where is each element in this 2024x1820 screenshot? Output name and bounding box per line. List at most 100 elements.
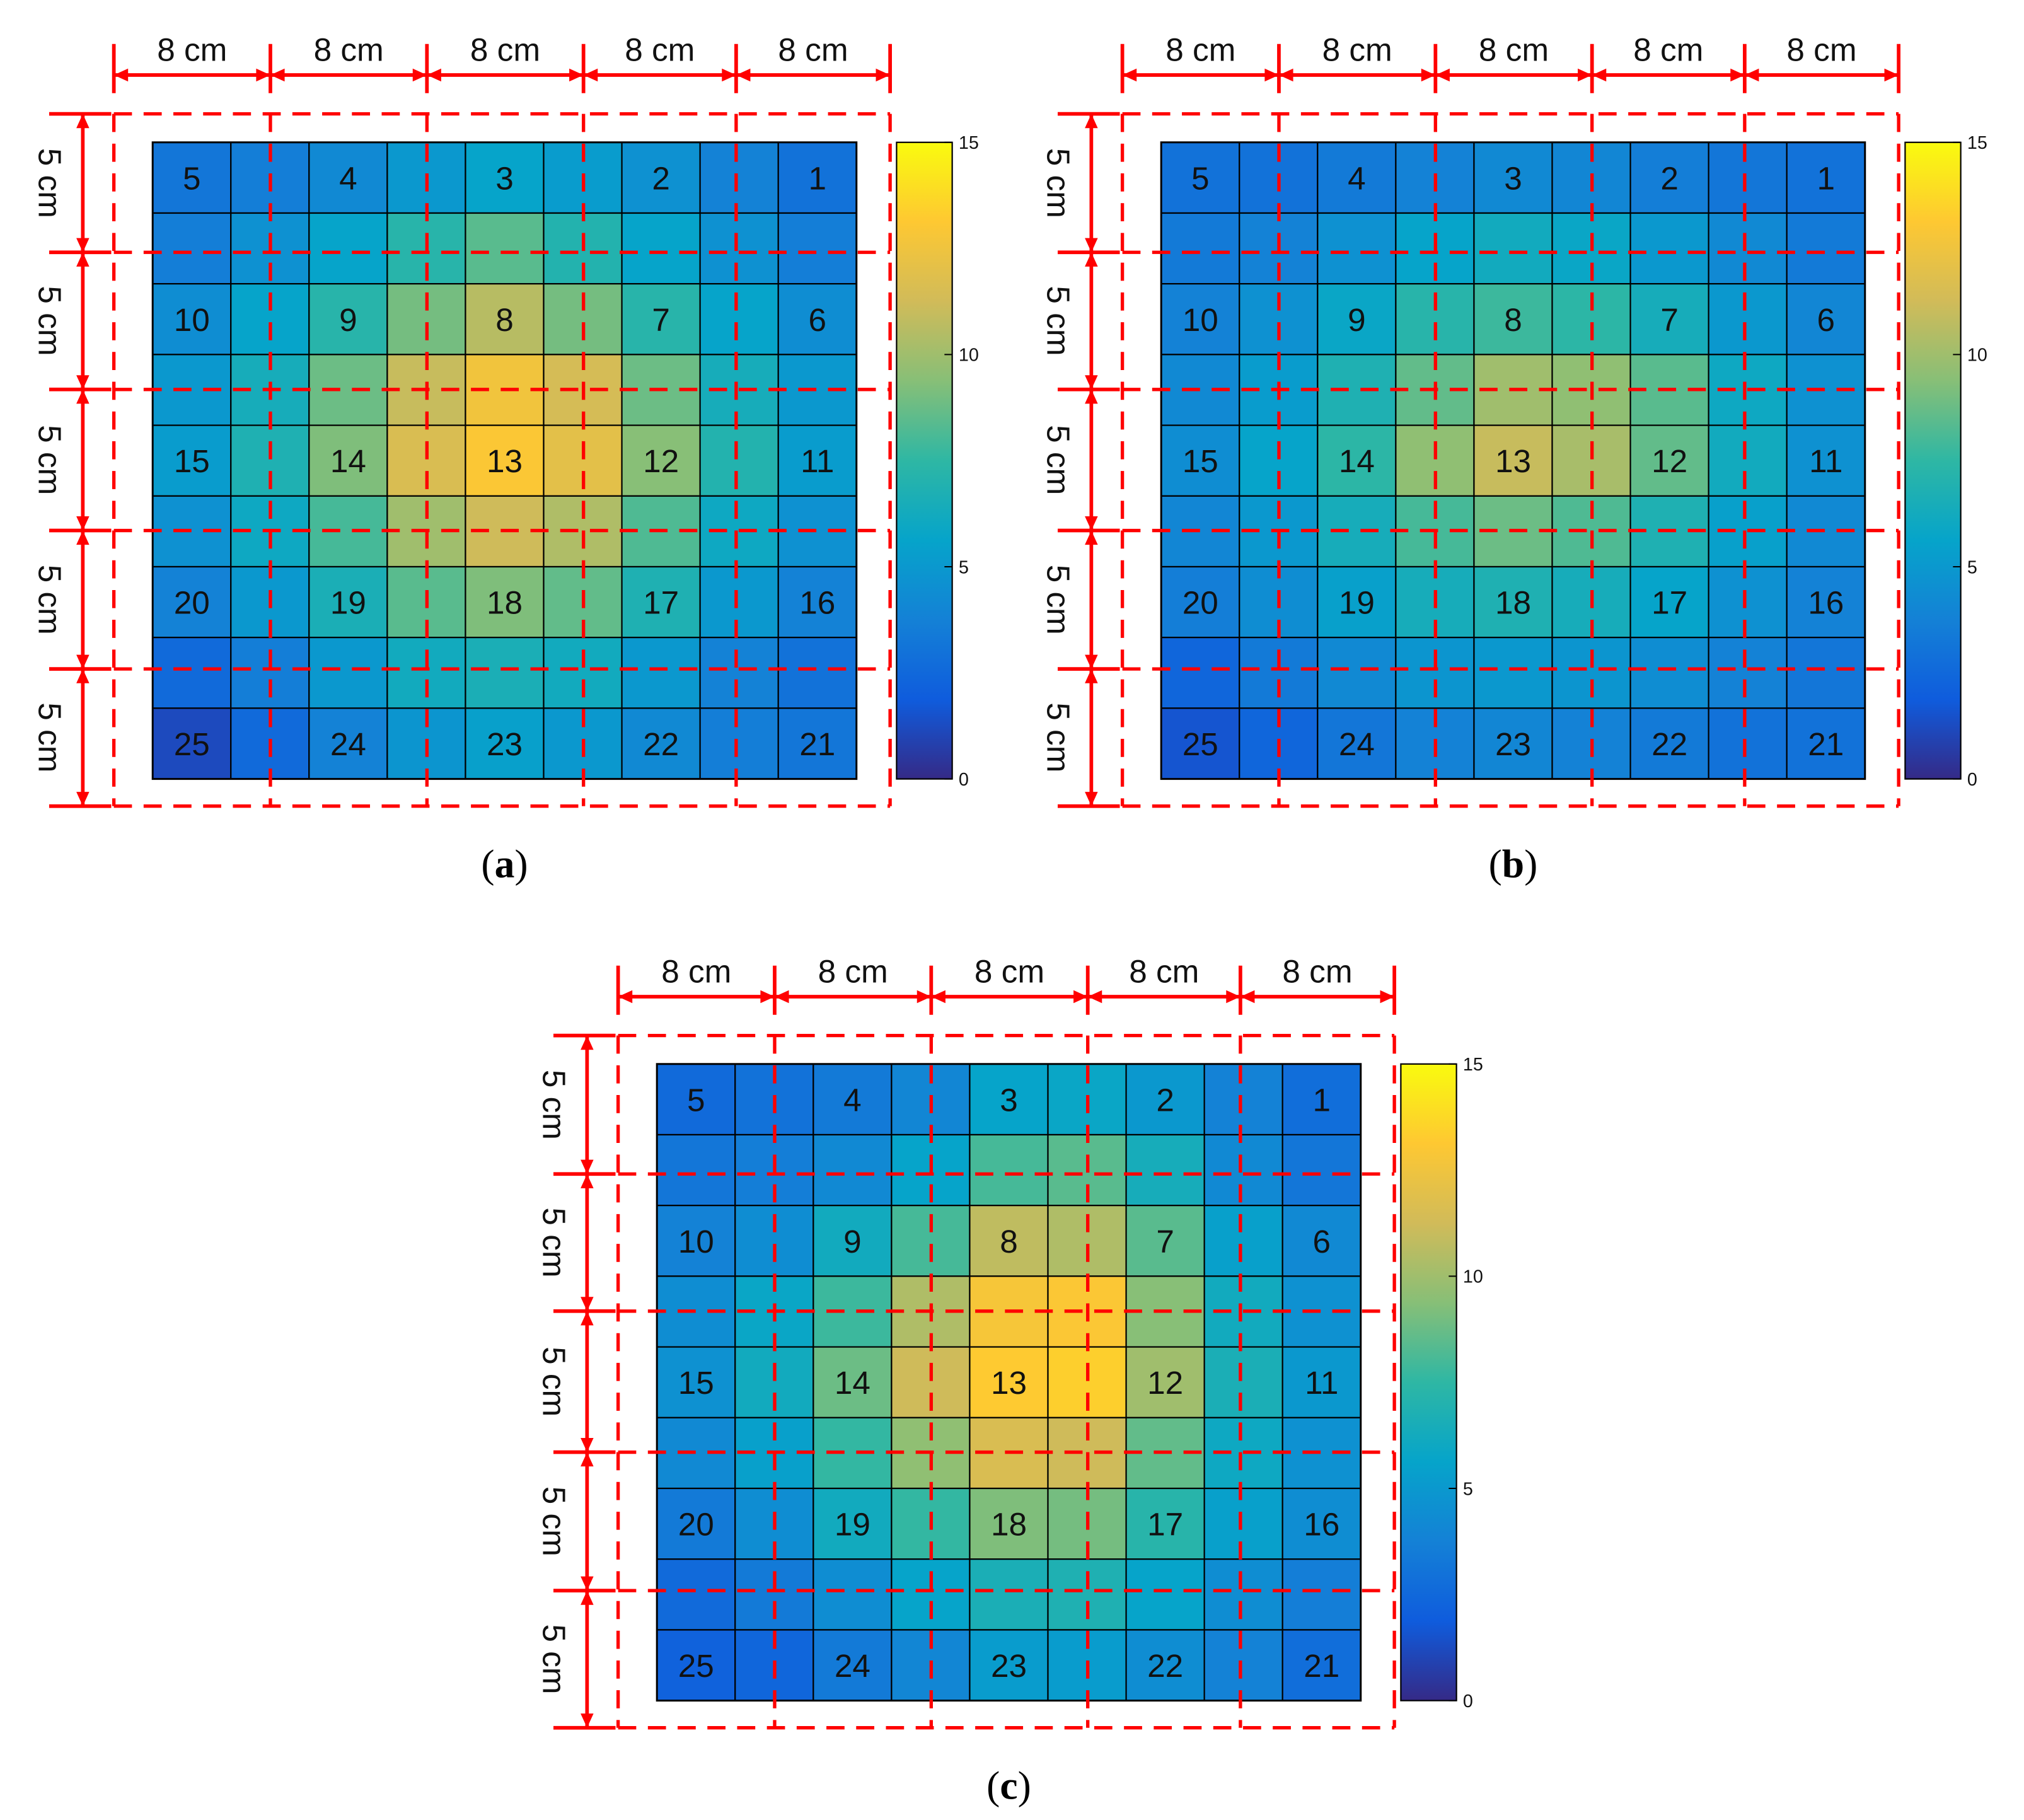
arrowhead [581,1311,594,1326]
cell-label: 18 [991,1507,1027,1543]
cell-label: 4 [1348,160,1366,196]
heatmap-cell [699,637,779,709]
heatmap-cell [812,1063,893,1136]
arrowhead [1744,68,1759,82]
cell-label: 5 [687,1082,705,1118]
heatmap-cell [699,565,779,639]
arrowhead [1085,113,1098,129]
heatmap-cell [812,1133,893,1207]
cell-label: 19 [1339,585,1375,621]
height-label: 5 cm [32,702,68,772]
arrowhead [581,1437,594,1452]
height-label: 5 cm [1041,286,1077,356]
width-label: 8 cm [1786,32,1856,67]
cell-label: 6 [1312,1224,1331,1260]
heatmap-cell [1395,637,1475,709]
arrowhead [76,516,90,531]
heatmap-cell [465,637,545,709]
arrowhead [1240,990,1255,1004]
cell-label: 11 [1305,1365,1338,1401]
arrowhead [1085,530,1098,545]
heatmap-cell [1473,212,1553,285]
colorbar-tick-label: 15 [1967,133,1987,153]
heatmap-cell [1629,637,1709,709]
cell-label: 12 [1651,443,1687,479]
heatmap-cell [1786,637,1866,709]
arrowhead [583,68,598,82]
heatmap-cell [1708,212,1788,285]
arrowhead [76,669,90,683]
colorbar-tick-label: 15 [959,133,979,153]
cell-label: 24 [835,1648,870,1684]
heatmap-cell [465,565,545,639]
arrowhead [1122,68,1137,82]
heatmap-cell [969,1133,1049,1207]
heatmap-cell [1317,283,1397,356]
cell-label: 23 [1495,726,1531,762]
heatmap-cell [308,637,388,709]
heatmap-cell [308,354,388,426]
cell-label: 16 [1304,1507,1339,1543]
heatmap-cell [812,1417,893,1490]
panel-caption: (c) [986,1763,1031,1808]
cell-label: 24 [1339,726,1375,762]
arrowhead [1085,375,1098,390]
heatmap-cell [1708,283,1788,356]
colorbar-tick-label: 5 [959,557,969,577]
heatmap-cell [656,1558,736,1631]
arrowhead [76,792,90,806]
heatmap-cell [1473,637,1553,709]
arrowhead [569,68,584,82]
cell-label: 20 [1183,585,1218,621]
cell-label: 14 [1339,443,1375,479]
cell-label: 1 [1817,160,1835,196]
heatmap-cell [699,424,779,497]
arrowhead [427,68,441,82]
arrowhead [1226,990,1240,1004]
heatmap-cell [1281,1133,1362,1207]
width-label: 8 cm [157,32,227,67]
heatmap-cell [777,141,857,214]
cell-label: 19 [835,1507,870,1543]
height-label: 5 cm [32,425,68,495]
heatmap-cell [1281,1063,1362,1136]
cell-label: 2 [652,160,670,196]
arrowhead [581,1452,594,1467]
heatmap-cell [1317,212,1397,285]
arrowhead [1435,68,1450,82]
arrowhead [76,252,90,267]
cell-label: 4 [339,160,357,196]
heatmap-cell [1203,1133,1283,1207]
heatmap-cell [734,1558,814,1631]
arrowhead [412,68,427,82]
heatmap-cell [152,141,232,214]
heatmap-cell [1160,637,1240,709]
heatmap-frame [656,1063,1362,1702]
cell-label: 12 [1147,1365,1183,1401]
width-label: 8 cm [1479,32,1549,67]
arrowhead [1421,68,1436,82]
cell-label: 5 [1191,160,1210,196]
arrowhead [1085,669,1098,683]
cell-label: 25 [174,726,210,762]
cell-label: 12 [643,443,679,479]
cell-label: 11 [801,443,834,479]
cell-label: 22 [1147,1648,1183,1684]
heatmap-cell [1473,283,1553,356]
arrowhead [256,68,270,82]
arrowhead [736,68,751,82]
heatmap-cell [1473,565,1553,639]
heatmap-cell [1708,141,1788,214]
heatmap-cell [308,565,388,639]
heatmap-cell [1786,141,1866,214]
heatmap-cell [1125,1133,1205,1207]
heatmap-cell [969,1558,1049,1631]
height-label: 5 cm [536,1624,572,1694]
heatmap-cell [1786,212,1866,285]
heatmap-cell [1203,1558,1283,1631]
heatmap-cell [969,1629,1049,1701]
arrowhead [76,654,90,669]
arrowhead [1085,238,1098,253]
width-label: 8 cm [1282,953,1352,989]
